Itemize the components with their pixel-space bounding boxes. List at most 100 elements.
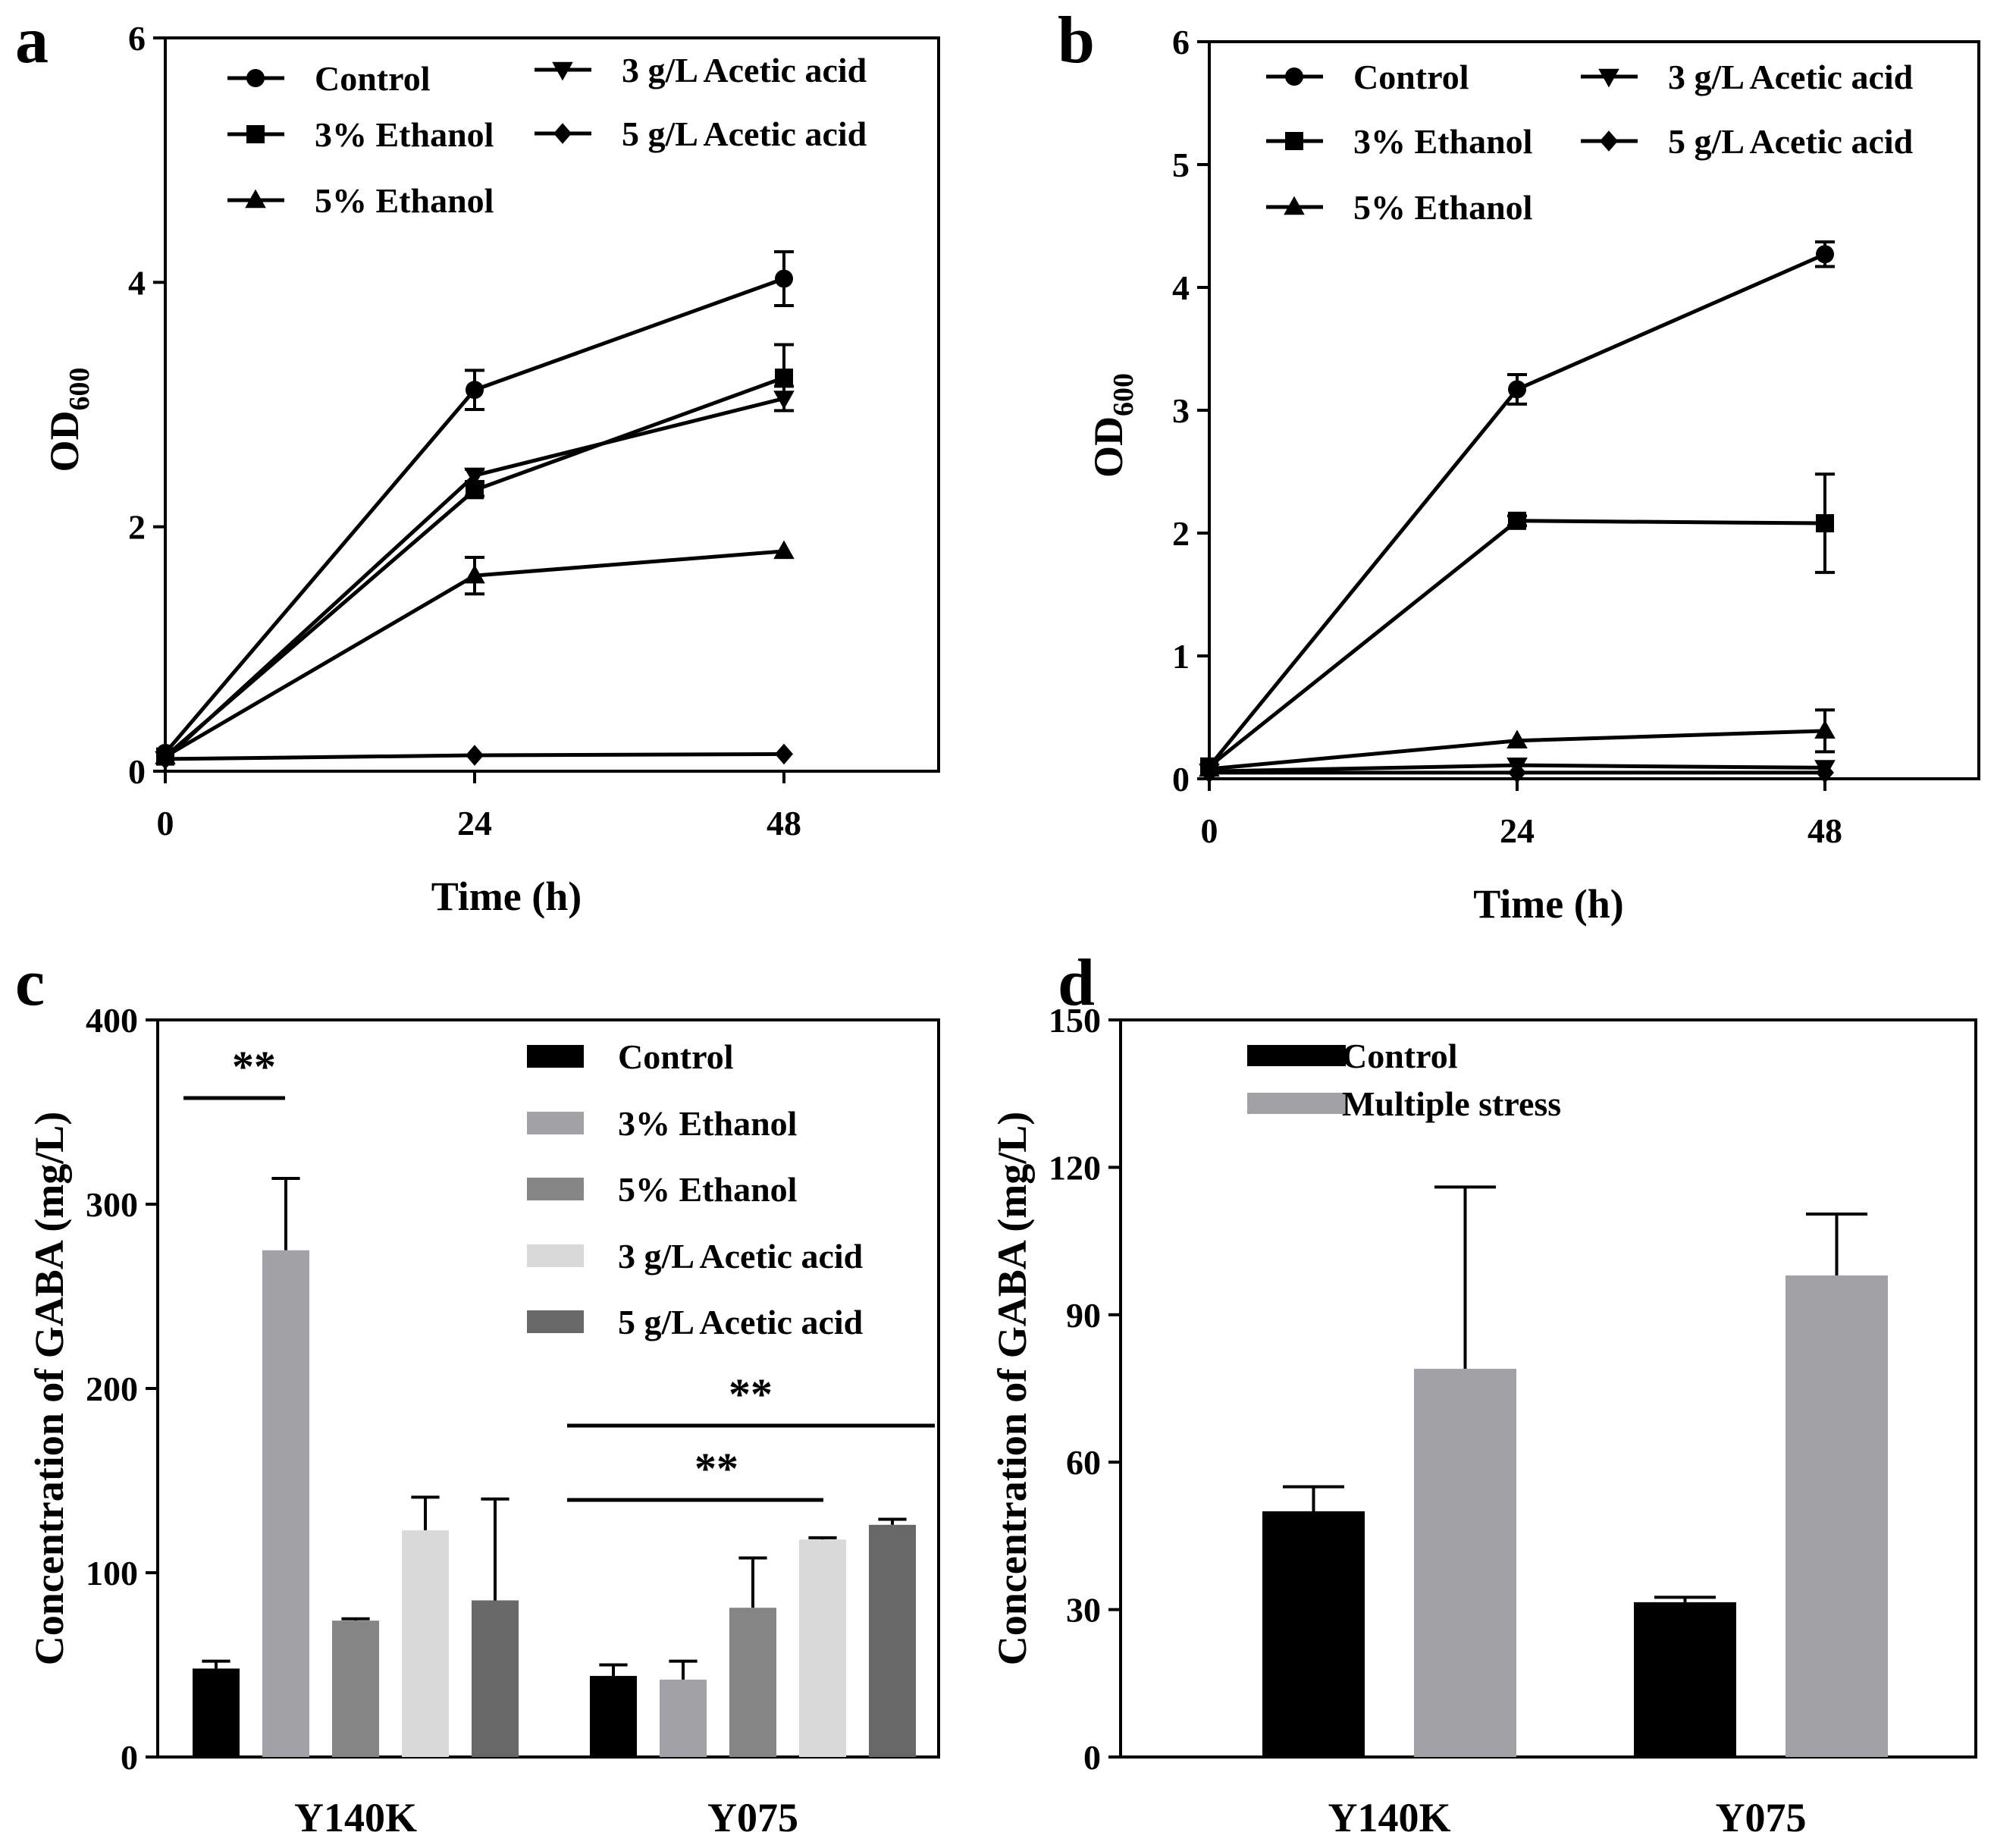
- bar: [332, 1621, 379, 1757]
- y-tick-label: 200: [86, 1370, 138, 1408]
- panel-letter: b: [1058, 4, 1095, 77]
- legend-marker: [1598, 68, 1619, 88]
- y-tick-label: 60: [1066, 1443, 1101, 1482]
- legend-label: 5% Ethanol: [315, 181, 494, 220]
- data-point: [1814, 720, 1836, 739]
- x-tick-label: 48: [1807, 811, 1842, 850]
- data-point: [773, 391, 795, 409]
- y-tick-label: 30: [1066, 1591, 1101, 1630]
- y-tick-label: 400: [86, 1001, 138, 1040]
- legend-label: Control: [1353, 58, 1469, 96]
- legend: Control 3% Ethanol 5% Ethanol 3 g/L Acetic …: [227, 51, 867, 220]
- category-label: Y140K: [294, 1795, 417, 1840]
- x-tick-label: 0: [157, 804, 174, 842]
- legend-label: 3% Ethanol: [315, 115, 494, 154]
- data-point: [1200, 762, 1218, 783]
- legend-label: 5% Ethanol: [618, 1170, 797, 1209]
- panel-letter: c: [15, 946, 45, 1020]
- y-tick-label: 0: [121, 1738, 138, 1777]
- significance-stars: **: [232, 1042, 276, 1091]
- legend-swatch: [527, 1112, 584, 1134]
- y-tick-label: 300: [86, 1185, 138, 1224]
- y-tick-label: 90: [1066, 1296, 1101, 1335]
- plot-frame: [164, 36, 940, 773]
- legend-swatch: [527, 1310, 584, 1333]
- plot-frame: [1119, 1018, 1977, 1759]
- y-axis-title: OD600: [42, 368, 96, 472]
- legend-label: 5% Ethanol: [1353, 188, 1532, 227]
- legend-marker: [246, 69, 265, 87]
- legend-marker: [245, 189, 266, 209]
- bar: [402, 1530, 449, 1757]
- y-tick-label: 120: [1049, 1148, 1101, 1187]
- significance-stars: **: [694, 1444, 738, 1493]
- x-tick-label: 48: [767, 804, 801, 842]
- bar: [193, 1668, 240, 1757]
- legend-marker: [1285, 132, 1303, 150]
- legend: Control 3% Ethanol 5% Ethanol 3 g/L Acetic …: [1266, 58, 1914, 227]
- y-axis-title: Concentration of GABA (mg/L): [27, 1112, 72, 1665]
- legend-label: Control: [618, 1037, 734, 1076]
- data-point: [466, 745, 484, 766]
- series-line: [1208, 252, 1826, 768]
- legend-marker: [1600, 130, 1618, 152]
- x-axis-title: Time (h): [1473, 881, 1624, 927]
- category-label: Y075: [1716, 1795, 1807, 1840]
- legend-label: 3 g/L Acetic acid: [622, 51, 867, 89]
- legend-swatch: [1247, 1093, 1346, 1114]
- bar-chart-panel-c: c 0 100 200 300 400 Concentration of GABA (mg/…: [15, 946, 940, 1840]
- data-point: [464, 564, 485, 584]
- legend-label: Control: [315, 59, 431, 98]
- data-point: [775, 269, 793, 288]
- legend-marker: [1284, 196, 1305, 215]
- y-axis-title-subscript: 600: [1108, 373, 1140, 416]
- y-tick-label: 1: [1172, 637, 1190, 676]
- legend-marker: [246, 125, 265, 143]
- y-tick-label: 4: [128, 263, 146, 302]
- legend-label: 5 g/L Acetic acid: [622, 115, 867, 153]
- legend: Control Multiple stress: [1247, 1037, 1561, 1123]
- series-line: [1208, 519, 1826, 768]
- data-point: [1506, 729, 1528, 748]
- category-label: Y140K: [1328, 1795, 1451, 1840]
- y-tick-label: 2: [128, 508, 146, 547]
- bar-chart-panel-d: d 0 30 60 90 120 150 Concentration of GABA (mg/…: [989, 946, 1977, 1840]
- legend-label: 5 g/L Acetic acid: [1668, 122, 1914, 161]
- y-tick-label: 0: [1083, 1738, 1101, 1777]
- data-point: [1816, 762, 1834, 783]
- legend-label: Control: [1342, 1037, 1458, 1075]
- legend-label: 3% Ethanol: [618, 1104, 797, 1143]
- legend-marker: [552, 61, 573, 81]
- x-axis-title: Time (h): [431, 874, 582, 919]
- legend-swatch: [1247, 1045, 1346, 1066]
- y-tick-label: 3: [1172, 391, 1190, 430]
- bar: [590, 1676, 637, 1757]
- y-axis-title: Concentration of GABA (mg/L): [989, 1112, 1035, 1665]
- bar: [1414, 1369, 1516, 1757]
- data-point: [1508, 511, 1526, 530]
- bar: [799, 1539, 846, 1757]
- legend-swatch: [527, 1178, 584, 1200]
- y-tick-label: 6: [128, 19, 146, 58]
- legend-label: 3 g/L Acetic acid: [1668, 58, 1914, 96]
- bar: [660, 1679, 707, 1757]
- series-line: [164, 277, 785, 755]
- y-tick-label: 2: [1172, 514, 1190, 553]
- category-label: Y075: [707, 1795, 798, 1840]
- bar: [1786, 1275, 1888, 1757]
- bar: [869, 1524, 916, 1757]
- data-point: [1508, 380, 1526, 399]
- line-chart-panel-b: b 0 1 2 3 4 5 6 0 24 48 Time (h) OD600 Control 3% Etha…: [1058, 4, 1980, 927]
- legend-label: 5 g/L Acetic acid: [618, 1303, 864, 1341]
- legend-label: 3% Ethanol: [1353, 122, 1532, 161]
- data-point: [775, 743, 793, 765]
- legend-label: 3 g/L Acetic acid: [618, 1237, 864, 1275]
- data-point: [156, 748, 174, 770]
- x-tick-label: 0: [1201, 811, 1218, 850]
- x-tick-label: 24: [1500, 811, 1535, 850]
- y-tick-label: 0: [128, 752, 146, 791]
- data-point: [466, 381, 484, 400]
- y-axis-title-subscript: 600: [64, 368, 96, 411]
